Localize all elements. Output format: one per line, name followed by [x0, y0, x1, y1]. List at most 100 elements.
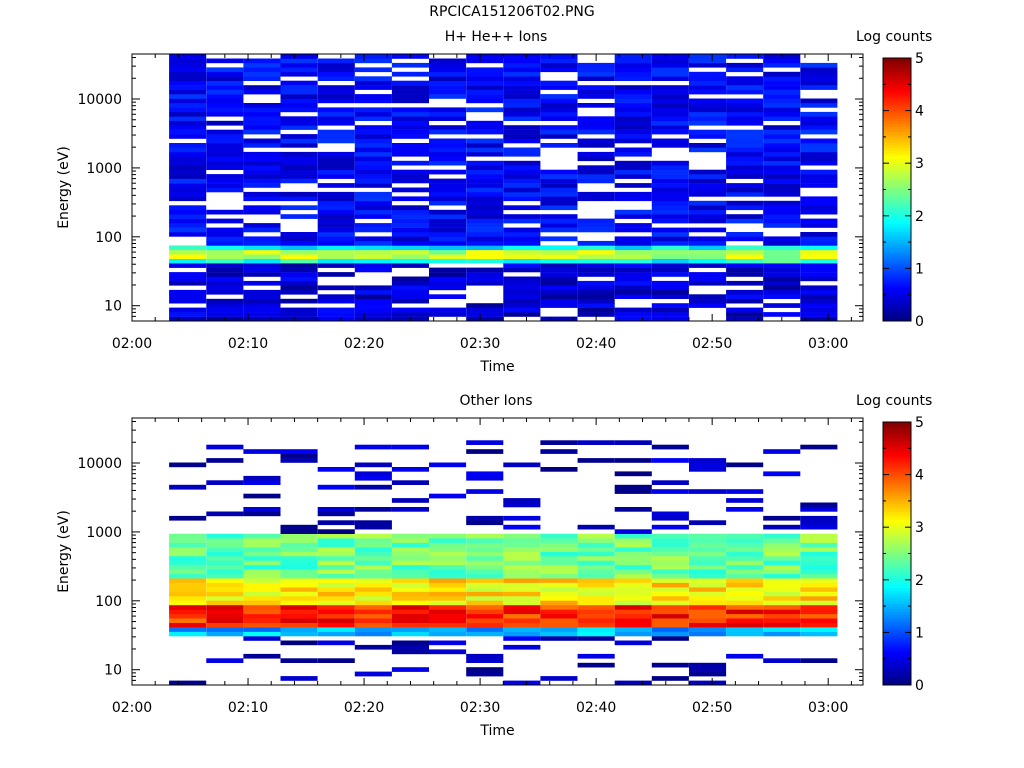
heatmap-cell: [763, 555, 801, 561]
colorbar-step: [883, 58, 911, 62]
heatmap-cell: [391, 640, 429, 646]
heatmap-cell: [763, 560, 801, 566]
heatmap-cell: [689, 183, 727, 188]
heatmap-cell: [243, 236, 281, 242]
colorbar-step: [883, 310, 911, 314]
heatmap-cell: [354, 587, 392, 592]
heatmap-cell: [429, 254, 467, 259]
colorbar-step: [883, 456, 911, 460]
heatmap-cell: [317, 547, 355, 552]
heatmap-cell: [726, 462, 764, 468]
heatmap-cell: [466, 129, 504, 135]
heatmap-cell: [689, 129, 727, 135]
heatmap-cell: [391, 573, 429, 579]
heatmap-cell: [280, 54, 318, 59]
heatmap-cell: [577, 604, 615, 610]
heatmap-cell: [726, 272, 764, 277]
heatmap-cell: [651, 511, 689, 517]
heatmap-cell: [800, 538, 838, 543]
heatmap-cell: [169, 258, 207, 264]
heatmap-cell: [243, 258, 281, 264]
heatmap-cell: [354, 289, 392, 295]
heatmap-cell: [169, 223, 207, 228]
heatmap-cell: [280, 312, 318, 317]
heatmap-cell: [651, 547, 689, 552]
heatmap-cell: [726, 67, 764, 73]
heatmap-cell: [800, 551, 838, 557]
heatmap-cell: [614, 183, 652, 188]
colorbar-step: [883, 582, 911, 586]
heatmap-cell: [577, 254, 615, 259]
heatmap-cell: [391, 538, 429, 543]
colorbar-step: [883, 76, 911, 80]
colorbar-step: [883, 542, 911, 547]
heatmap-cell: [503, 227, 541, 233]
heatmap-cell: [169, 613, 207, 619]
heatmap-cell: [503, 80, 541, 86]
heatmap-cell: [614, 596, 652, 601]
heatmap-cell: [614, 484, 652, 490]
heatmap-cell: [503, 555, 541, 561]
heatmap-cell: [763, 303, 801, 308]
heatmap-cell: [577, 298, 615, 304]
heatmap-cell: [317, 604, 355, 610]
heatmap-cell: [614, 240, 652, 246]
heatmap-cell: [800, 223, 838, 228]
heatmap-cell: [689, 489, 727, 494]
colorbar-step: [883, 244, 911, 248]
colorbar-step: [883, 249, 911, 254]
colorbar-step: [883, 624, 911, 628]
heatmap-cell: [726, 116, 764, 121]
heatmap-cell: [651, 71, 689, 77]
heatmap-cell: [726, 507, 764, 512]
colorbar-step: [883, 176, 911, 180]
heatmap-cell: [206, 591, 244, 597]
heatmap-cell: [503, 560, 541, 566]
heatmap-cell: [800, 151, 838, 157]
heatmap-cell: [651, 178, 689, 184]
heatmap-cell: [651, 564, 689, 570]
heatmap-cell: [280, 307, 318, 313]
heatmap-cell: [503, 67, 541, 73]
heatmap-cell: [169, 67, 207, 73]
heatmap-cell: [689, 191, 727, 197]
heatmap-cell: [280, 600, 318, 606]
heatmap-cell: [651, 254, 689, 259]
colorbar-step: [883, 432, 911, 436]
heatmap-cell: [577, 272, 615, 277]
heatmap-cell: [429, 618, 467, 623]
heatmap-cell: [614, 236, 652, 242]
heatmap-cell: [503, 573, 541, 579]
heatmap-cell: [429, 156, 467, 162]
heatmap-cell: [651, 58, 689, 64]
heatmap-cell: [317, 196, 355, 202]
heatmap-cell: [280, 169, 318, 175]
heatmap-cell: [354, 484, 392, 490]
heatmap-cell: [651, 609, 689, 615]
x-tick-label: 03:00: [808, 700, 848, 716]
heatmap-cell: [689, 662, 727, 668]
heatmap-cell: [726, 205, 764, 211]
heatmap-cell: [466, 631, 504, 637]
heatmap-cell: [466, 85, 504, 90]
heatmap-cell: [243, 538, 281, 543]
heatmap-cell: [614, 627, 652, 632]
heatmap-cell: [280, 618, 318, 623]
heatmap-cell: [429, 631, 467, 637]
heatmap-cell: [280, 316, 318, 322]
heatmap-cell: [169, 587, 207, 592]
heatmap-cell: [726, 280, 764, 286]
heatmap-cell: [354, 223, 392, 228]
heatmap-cell: [577, 582, 615, 588]
heatmap-cell: [614, 489, 652, 494]
heatmap-cell: [243, 542, 281, 548]
heatmap-cell: [429, 214, 467, 219]
heatmap-cell: [354, 143, 392, 148]
heatmap-cell: [651, 174, 689, 179]
colorbar-step: [883, 495, 911, 499]
heatmap-cell: [243, 493, 281, 499]
heatmap-cell: [763, 609, 801, 615]
heatmap-cell: [651, 89, 689, 95]
heatmap-cell: [503, 298, 541, 304]
